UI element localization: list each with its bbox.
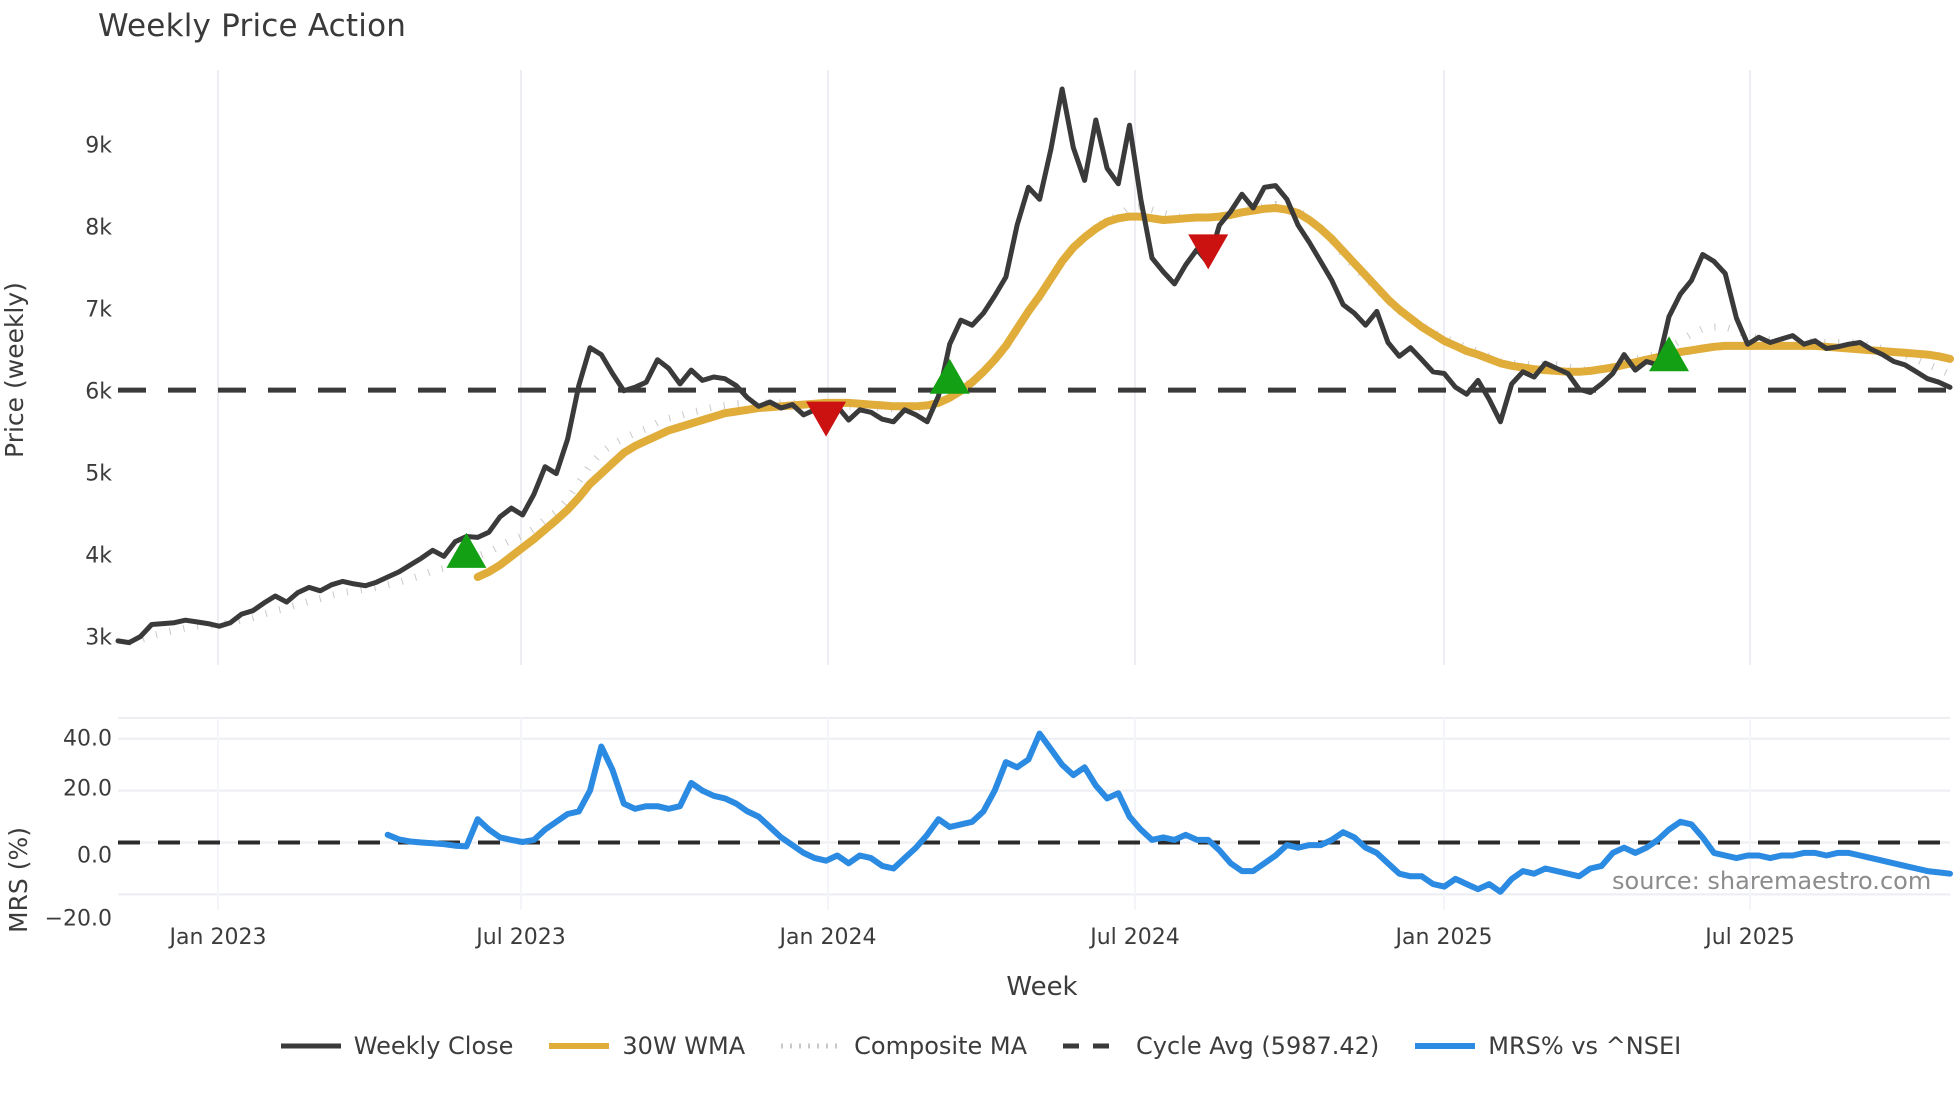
buy-signal-marker xyxy=(446,532,487,568)
xtick-jan-2025: Jan 2025 xyxy=(1395,925,1493,950)
legend-item-mrs[interactable]: MRS% vs ^NSEI xyxy=(1413,1032,1681,1060)
price-ytick-5k: 5k xyxy=(85,461,112,487)
wma-line xyxy=(473,204,1954,581)
legend-item-composite-ma[interactable]: Composite MA xyxy=(779,1032,1027,1060)
mrs-line xyxy=(384,730,1953,895)
mrs-series-group xyxy=(384,730,1953,895)
legend-label-weekly-close: Weekly Close xyxy=(353,1032,514,1060)
price-series-group xyxy=(115,86,1954,647)
legend-item-cycle-avg[interactable]: Cycle Avg (5987.42) xyxy=(1061,1032,1379,1060)
legend-label-30w-wma: 30W WMA xyxy=(622,1032,746,1060)
mrs-ytick-0: 0.0 xyxy=(77,843,112,869)
signal-markers-group xyxy=(446,234,1690,568)
sell-signal-marker xyxy=(806,401,847,437)
price-ytick-4k: 4k xyxy=(85,543,112,569)
price-ytick-7k: 7k xyxy=(85,297,112,323)
xtick-jul-2024: Jul 2024 xyxy=(1090,925,1180,950)
price-ytick-8k: 8k xyxy=(85,215,112,241)
legend-item-weekly-close[interactable]: Weekly Close xyxy=(279,1032,514,1060)
mrs-ytick-40: 40.0 xyxy=(63,726,112,752)
legend-label-composite-ma: Composite MA xyxy=(854,1032,1028,1060)
xtick-jul-2025: Jul 2025 xyxy=(1705,925,1795,950)
mrs-ytick-minus20: −20.0 xyxy=(44,906,112,932)
weekly-close-line xyxy=(115,86,1953,646)
chart-legend: Weekly Close 30W WMA Composite MA Cycle … xyxy=(0,1032,1960,1060)
xtick-jul-2023: Jul 2023 xyxy=(476,925,566,950)
legend-label-mrs: MRS% vs ^NSEI xyxy=(1488,1032,1682,1060)
price-ytick-6k: 6k xyxy=(85,379,112,405)
sell-signal-marker xyxy=(1188,234,1229,270)
mrs-ytick-20: 20.0 xyxy=(63,776,112,802)
price-ytick-9k: 9k xyxy=(85,133,112,159)
legend-swatch-composite-ma xyxy=(781,1043,842,1049)
legend-swatch-cycle-avg xyxy=(1063,1043,1124,1049)
xtick-jan-2024: Jan 2024 xyxy=(779,925,877,950)
legend-item-30w-wma[interactable]: 30W WMA xyxy=(547,1032,745,1060)
legend-swatch-weekly-close xyxy=(280,1043,341,1049)
composite-ma-line xyxy=(128,201,1952,647)
buy-signal-marker xyxy=(929,358,970,394)
chart-title: Weekly Price Action xyxy=(98,8,407,44)
price-ytick-3k: 3k xyxy=(85,625,112,651)
legend-swatch-30w-wma xyxy=(549,1043,610,1049)
source-watermark: source: sharemaestro.com xyxy=(1612,867,1932,895)
legend-swatch-mrs xyxy=(1415,1043,1476,1049)
buy-signal-marker xyxy=(1649,336,1690,372)
x-axis-title: Week xyxy=(1006,972,1078,1002)
legend-label-cycle-avg: Cycle Avg (5987.42) xyxy=(1136,1032,1380,1060)
xtick-jan-2023: Jan 2023 xyxy=(169,925,267,950)
